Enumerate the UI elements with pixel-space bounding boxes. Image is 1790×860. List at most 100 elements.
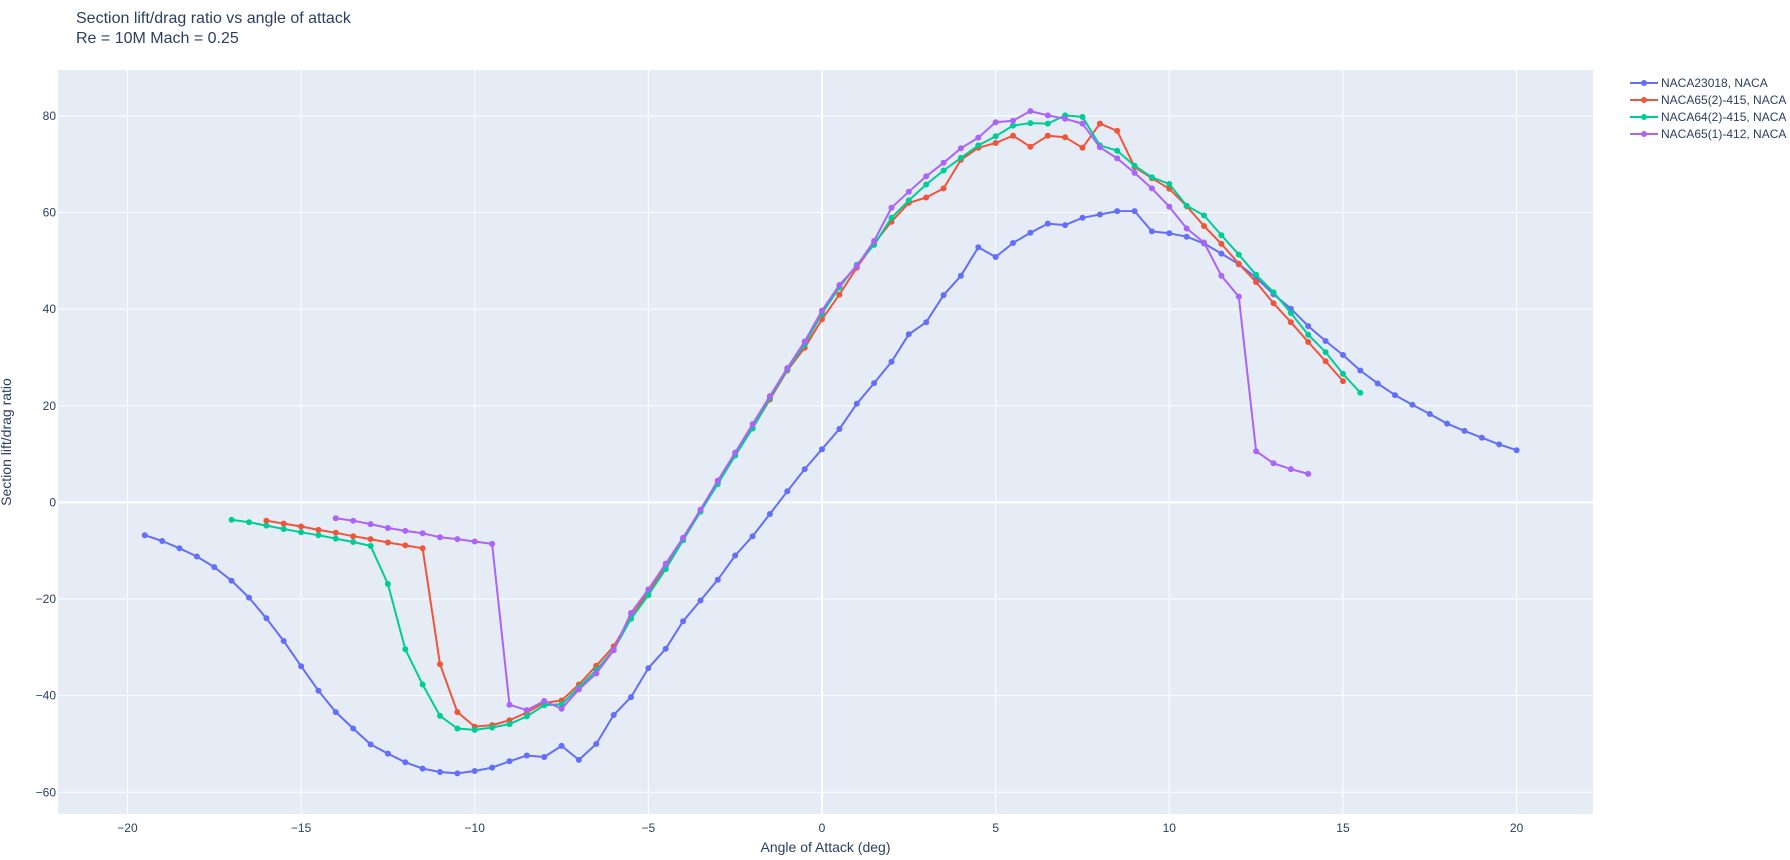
- data-point[interactable]: [697, 506, 704, 513]
- data-point[interactable]: [1027, 120, 1034, 127]
- data-point[interactable]: [471, 538, 478, 545]
- data-point[interactable]: [1062, 134, 1069, 141]
- data-point[interactable]: [975, 134, 982, 141]
- data-point[interactable]: [1166, 181, 1173, 187]
- data-point[interactable]: [836, 291, 843, 298]
- data-point[interactable]: [1027, 229, 1034, 236]
- data-point[interactable]: [332, 529, 339, 536]
- data-point[interactable]: [1287, 310, 1294, 316]
- data-point[interactable]: [228, 577, 235, 584]
- data-point[interactable]: [280, 520, 287, 527]
- data-point[interactable]: [836, 282, 843, 288]
- data-point[interactable]: [871, 238, 878, 244]
- data-point[interactable]: [315, 526, 322, 533]
- data-point[interactable]: [871, 380, 878, 387]
- data-point[interactable]: [610, 712, 617, 718]
- data-point[interactable]: [645, 592, 652, 599]
- data-point[interactable]: [593, 670, 600, 677]
- data-point[interactable]: [402, 759, 409, 766]
- data-point[interactable]: [1096, 120, 1103, 127]
- data-point[interactable]: [298, 663, 305, 670]
- data-point[interactable]: [992, 119, 999, 126]
- data-point[interactable]: [732, 552, 739, 559]
- data-point[interactable]: [246, 594, 252, 601]
- data-point[interactable]: [940, 185, 947, 192]
- legend-item[interactable]: NACA64(2)-415, NACA: [1630, 110, 1786, 124]
- data-point[interactable]: [1010, 122, 1016, 129]
- data-point[interactable]: [662, 645, 669, 652]
- data-point[interactable]: [541, 754, 548, 760]
- data-point[interactable]: [1062, 222, 1069, 229]
- data-point[interactable]: [419, 545, 426, 552]
- data-point[interactable]: [1218, 250, 1225, 257]
- data-point[interactable]: [384, 525, 391, 531]
- data-point[interactable]: [176, 545, 183, 552]
- data-point[interactable]: [1218, 240, 1225, 247]
- data-point[interactable]: [506, 721, 513, 728]
- data-point[interactable]: [1183, 225, 1190, 232]
- data-point[interactable]: [384, 750, 391, 757]
- data-point[interactable]: [1287, 466, 1294, 473]
- data-point[interactable]: [1079, 120, 1086, 127]
- data-point[interactable]: [680, 618, 687, 625]
- data-point[interactable]: [923, 194, 930, 201]
- data-point[interactable]: [905, 188, 912, 195]
- data-point[interactable]: [1478, 434, 1485, 441]
- data-point[interactable]: [1461, 427, 1468, 434]
- data-point[interactable]: [1201, 239, 1207, 246]
- data-point[interactable]: [367, 536, 374, 543]
- data-point[interactable]: [1340, 370, 1346, 377]
- data-point[interactable]: [749, 421, 756, 428]
- data-point[interactable]: [367, 521, 374, 528]
- data-point[interactable]: [1027, 108, 1034, 115]
- data-point[interactable]: [680, 534, 687, 541]
- data-point[interactable]: [888, 358, 895, 365]
- data-point[interactable]: [454, 770, 461, 777]
- data-point[interactable]: [193, 553, 200, 560]
- data-point[interactable]: [940, 167, 947, 174]
- data-point[interactable]: [1114, 147, 1121, 154]
- data-point[interactable]: [1340, 352, 1346, 358]
- data-point[interactable]: [384, 539, 391, 546]
- data-point[interactable]: [1079, 144, 1086, 151]
- data-point[interactable]: [1114, 155, 1121, 162]
- data-point[interactable]: [1270, 300, 1277, 307]
- data-point[interactable]: [454, 725, 461, 732]
- data-point[interactable]: [1010, 240, 1016, 246]
- data-point[interactable]: [1218, 232, 1225, 239]
- data-point[interactable]: [402, 527, 409, 534]
- data-point[interactable]: [1079, 214, 1086, 221]
- data-point[interactable]: [992, 140, 999, 146]
- data-point[interactable]: [1096, 211, 1103, 218]
- data-point[interactable]: [1357, 389, 1364, 396]
- data-point[interactable]: [1426, 411, 1433, 417]
- data-point[interactable]: [1027, 143, 1034, 150]
- data-point[interactable]: [1166, 230, 1173, 237]
- data-point[interactable]: [541, 702, 548, 709]
- data-point[interactable]: [575, 686, 582, 693]
- data-point[interactable]: [853, 263, 860, 270]
- data-point[interactable]: [1131, 169, 1138, 176]
- data-point[interactable]: [141, 532, 148, 539]
- data-point[interactable]: [437, 534, 443, 541]
- data-point[interactable]: [315, 532, 322, 539]
- data-point[interactable]: [957, 154, 964, 161]
- data-point[interactable]: [558, 705, 565, 712]
- data-point[interactable]: [1235, 293, 1242, 300]
- data-point[interactable]: [905, 197, 912, 204]
- data-point[interactable]: [819, 307, 825, 314]
- data-point[interactable]: [784, 488, 791, 495]
- data-point[interactable]: [593, 740, 600, 747]
- data-point[interactable]: [1270, 289, 1277, 296]
- data-point[interactable]: [419, 765, 426, 772]
- data-point[interactable]: [1131, 208, 1138, 215]
- data-point[interactable]: [350, 517, 357, 524]
- data-point[interactable]: [1044, 112, 1051, 119]
- data-point[interactable]: [1253, 271, 1260, 278]
- data-point[interactable]: [367, 741, 374, 748]
- data-point[interactable]: [1183, 202, 1190, 209]
- data-point[interactable]: [1305, 470, 1312, 477]
- data-point[interactable]: [523, 713, 530, 720]
- data-point[interactable]: [957, 145, 964, 152]
- data-point[interactable]: [1444, 420, 1451, 427]
